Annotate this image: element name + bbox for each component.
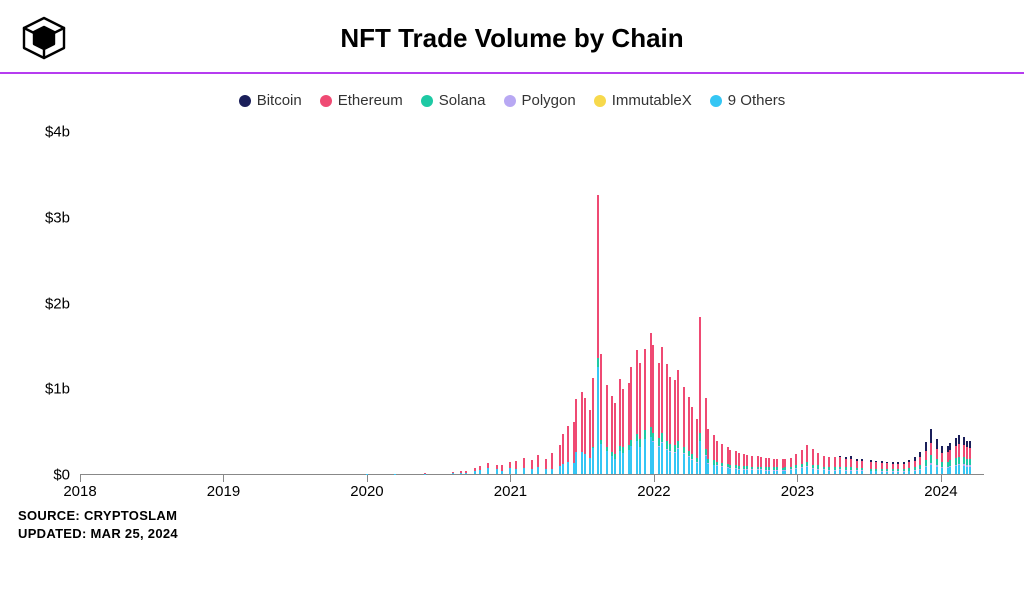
legend-item[interactable]: Bitcoin [239, 92, 302, 109]
legend-swatch-icon [239, 95, 251, 107]
chart-area: $0 $1b $2b $3b $4b 2018 2019 2020 2021 2022 2023 2… [0, 115, 1024, 501]
legend-label: 9 Others [728, 92, 786, 109]
x-tick [367, 475, 368, 482]
y-tick-label: $2b [45, 295, 70, 312]
x-tick [654, 475, 655, 482]
x-tick-label: 2022 [637, 483, 670, 500]
y-tick-label: $4b [45, 124, 70, 141]
y-tick-label: $0 [53, 467, 70, 484]
legend-item[interactable]: Solana [421, 92, 486, 109]
legend-label: Ethereum [338, 92, 403, 109]
legend-label: Polygon [522, 92, 576, 109]
x-tick [797, 475, 798, 482]
x-tick-label: 2024 [924, 483, 957, 500]
legend-swatch-icon [710, 95, 722, 107]
legend-item[interactable]: 9 Others [710, 92, 786, 109]
bar-column [979, 115, 982, 474]
x-tick-label: 2023 [781, 483, 814, 500]
chart-footer: SOURCE: CRYPTOSLAM UPDATED: MAR 25, 2024 [0, 501, 1024, 542]
x-tick-label: 2018 [63, 483, 96, 500]
x-tick [223, 475, 224, 482]
legend-item[interactable]: Ethereum [320, 92, 403, 109]
x-tick [80, 475, 81, 482]
legend-item[interactable]: ImmutableX [594, 92, 692, 109]
source-label: SOURCE: CRYPTOSLAM [18, 507, 1006, 525]
x-tick-label: 2021 [494, 483, 527, 500]
x-axis: 2018201920202021202220232024 [80, 475, 984, 501]
legend-swatch-icon [504, 95, 516, 107]
legend-swatch-icon [320, 95, 332, 107]
chart-legend: Bitcoin Ethereum Solana Polygon ImmutableX 9 … [0, 74, 1024, 115]
y-tick-label: $3b [45, 209, 70, 226]
legend-swatch-icon [594, 95, 606, 107]
y-axis: $0$1b$2b$3b$4b [0, 115, 76, 475]
legend-label: ImmutableX [612, 92, 692, 109]
legend-label: Bitcoin [257, 92, 302, 109]
chart-title: NFT Trade Volume by Chain [20, 23, 1004, 54]
legend-label: Solana [439, 92, 486, 109]
x-tick [941, 475, 942, 482]
updated-label: UPDATED: MAR 25, 2024 [18, 525, 1006, 543]
bars-container [80, 115, 984, 474]
x-tick-label: 2020 [350, 483, 383, 500]
x-tick-label: 2019 [207, 483, 240, 500]
legend-item[interactable]: Polygon [504, 92, 576, 109]
legend-swatch-icon [421, 95, 433, 107]
chart-header: NFT Trade Volume by Chain [0, 0, 1024, 74]
x-tick [510, 475, 511, 482]
plot-area [80, 115, 984, 475]
y-tick-label: $1b [45, 381, 70, 398]
